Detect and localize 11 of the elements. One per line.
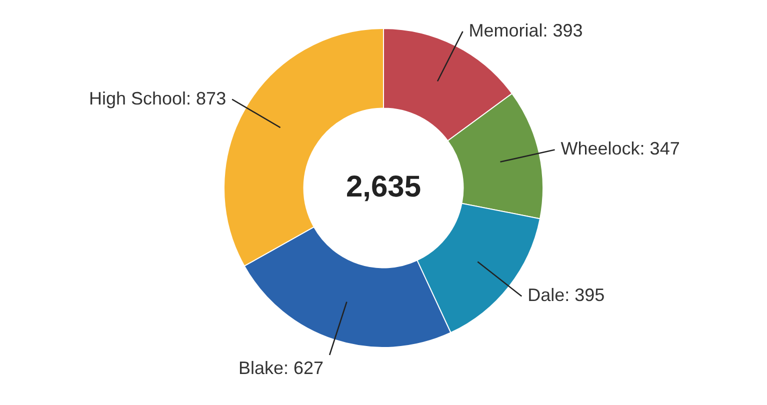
slice-label: High School — [88, 88, 186, 108]
slice-label: Wheelock — [560, 138, 641, 159]
data-label: : 347 — [640, 138, 680, 159]
slice-label: Dale — [528, 285, 565, 306]
text: 2,635 — [346, 170, 422, 204]
data-label: : 393 — [542, 20, 583, 40]
data-label: : 627 — [284, 358, 324, 378]
data-label: : 395 — [564, 285, 605, 306]
slice-label: Blake — [238, 358, 284, 378]
slice-label: Memorial — [468, 20, 543, 40]
data-label: : 873 — [186, 88, 226, 108]
